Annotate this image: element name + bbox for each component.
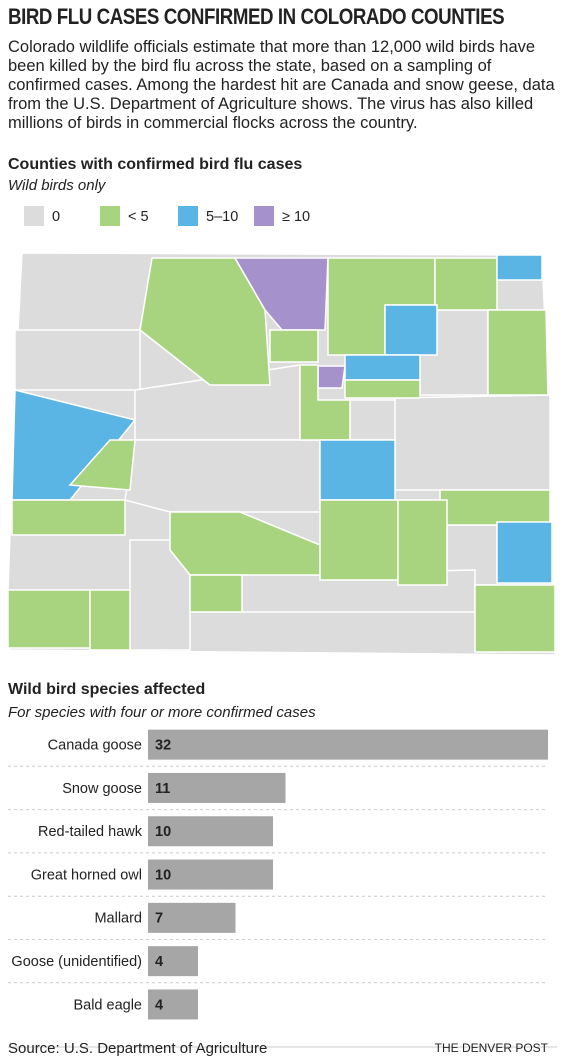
county xyxy=(474,584,556,653)
county xyxy=(434,257,498,311)
value-label: 10 xyxy=(155,867,171,883)
category-label: Goose (unidentified) xyxy=(11,954,142,970)
county xyxy=(319,499,399,581)
category-label: Great horned owl xyxy=(31,867,142,883)
county xyxy=(384,304,438,356)
description: Colorado wildlife officials estimate tha… xyxy=(8,38,555,132)
credit: THE DENVER POST xyxy=(435,1041,549,1055)
category-label: Canada goose xyxy=(48,737,142,753)
legend-swatch xyxy=(254,206,274,226)
county xyxy=(299,364,351,441)
bar xyxy=(148,772,286,803)
county xyxy=(124,439,321,513)
value-label: 10 xyxy=(155,824,171,840)
bar xyxy=(148,902,236,933)
legend-label: < 5 xyxy=(128,209,149,225)
source: Source: U.S. Department of Agriculture xyxy=(8,1040,267,1057)
county xyxy=(394,394,551,491)
county xyxy=(344,379,421,399)
county xyxy=(487,309,549,396)
legend-label: 0 xyxy=(52,209,60,225)
legend-swatch xyxy=(178,206,198,226)
bar xyxy=(148,729,548,760)
legend-label: ≥ 10 xyxy=(282,209,310,225)
county xyxy=(397,499,448,586)
category-label: Red-tailed hawk xyxy=(38,824,143,840)
map-subtitle: Wild birds only xyxy=(8,177,106,194)
legend-swatch xyxy=(100,206,120,226)
county xyxy=(7,589,91,649)
bar xyxy=(148,816,273,847)
value-label: 4 xyxy=(155,997,163,1013)
value-label: 11 xyxy=(155,781,170,797)
county xyxy=(89,589,131,651)
legend-swatch xyxy=(24,206,44,226)
county xyxy=(496,254,543,281)
county xyxy=(344,354,421,381)
county xyxy=(319,439,396,501)
chart-title: Wild bird species affected xyxy=(8,681,205,698)
county xyxy=(14,329,141,391)
county xyxy=(11,499,126,536)
county xyxy=(439,489,551,526)
bar xyxy=(148,859,273,890)
headline: BIRD FLU CASES CONFIRMED IN COLORADO COU… xyxy=(8,4,505,29)
county xyxy=(269,329,319,363)
chart-subtitle: For species with four or more confirmed … xyxy=(8,704,316,721)
value-label: 32 xyxy=(155,737,171,753)
county xyxy=(496,521,553,584)
map-title: Counties with confirmed bird flu cases xyxy=(8,156,303,173)
category-label: Mallard xyxy=(94,911,142,927)
legend-label: 5–10 xyxy=(206,209,238,225)
bar xyxy=(148,946,198,977)
county xyxy=(68,439,136,491)
bar xyxy=(148,989,198,1020)
category-label: Snow goose xyxy=(62,781,142,797)
category-label: Bald eagle xyxy=(73,997,142,1013)
county xyxy=(189,574,243,613)
value-label: 4 xyxy=(155,954,163,970)
county xyxy=(317,365,346,389)
county-map xyxy=(7,252,556,656)
value-label: 7 xyxy=(155,911,163,927)
